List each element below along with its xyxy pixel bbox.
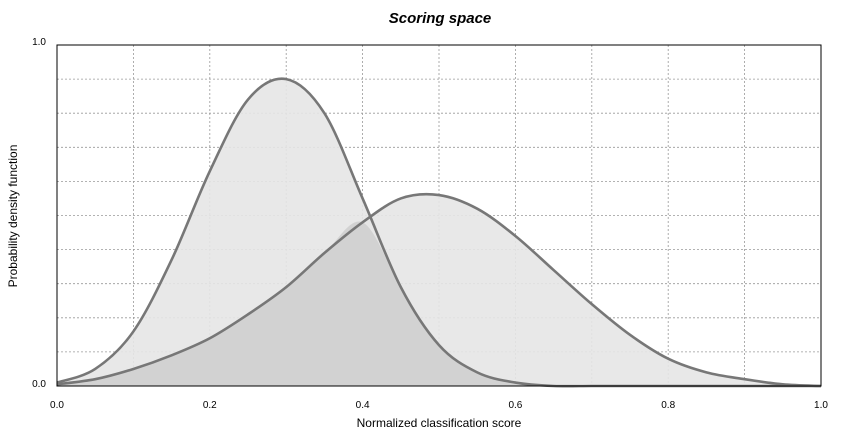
x-tick-label: 0.2 xyxy=(203,400,217,411)
x-axis-title: Normalized classification score xyxy=(357,416,522,430)
x-tick-label: 0.0 xyxy=(50,400,64,411)
overlap-area xyxy=(57,221,821,387)
series-1-area xyxy=(57,78,821,387)
y-axis-title: Probability density function xyxy=(6,145,20,288)
axes xyxy=(56,44,822,387)
x-tick-label: 1.0 xyxy=(814,400,828,411)
y-tick-label: 1.0 xyxy=(32,37,46,48)
x-tick-label: 0.4 xyxy=(356,400,370,411)
y-tick-label: 0.0 xyxy=(32,379,46,390)
chart-title: Scoring space xyxy=(389,10,492,27)
tick-labels: 0.0 0.2 0.4 0.6 0.8 1.0 1.0 0.0 xyxy=(32,37,828,411)
x-tick-label: 0.6 xyxy=(508,400,522,411)
x-tick-label: 0.8 xyxy=(661,400,675,411)
plot-frame xyxy=(56,44,822,387)
series-2-line xyxy=(56,192,822,388)
overlap-region xyxy=(57,221,821,387)
